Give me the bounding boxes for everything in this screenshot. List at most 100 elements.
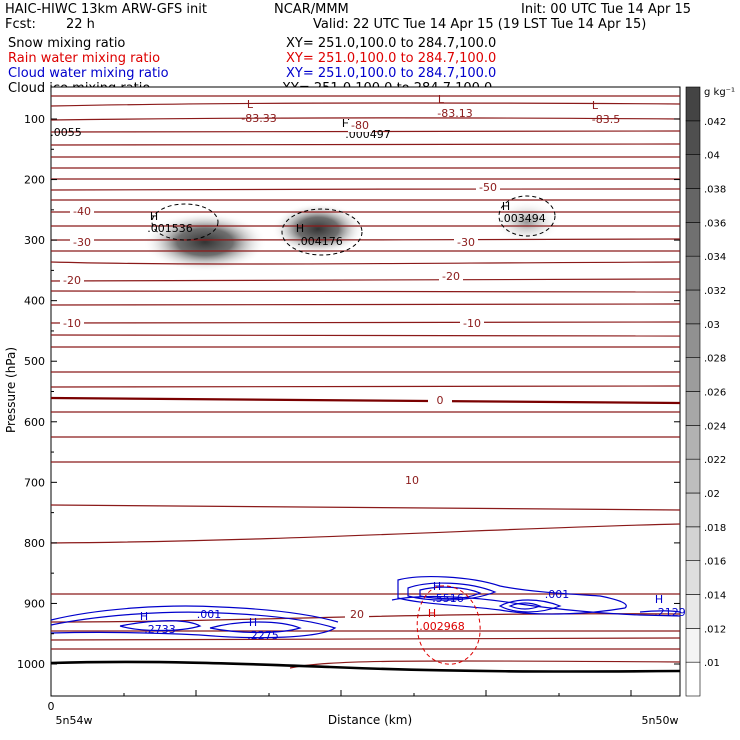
contour-label: 20 xyxy=(350,608,364,621)
cloud-water-contour-3 xyxy=(119,620,202,632)
contour-label-bg xyxy=(439,271,463,283)
marker-value: .2275 xyxy=(247,629,279,642)
y-tick-label: 100 xyxy=(24,113,45,126)
marker-value: .003494 xyxy=(500,212,546,225)
colorbar-swatch xyxy=(685,628,701,663)
cloud-water-contour-10 xyxy=(391,595,681,617)
colorbar-level-label: .018 xyxy=(704,523,726,534)
org-label: NCAR/MMM xyxy=(274,2,349,17)
marker-value: -83.33 xyxy=(241,112,276,125)
marker-letter: H xyxy=(150,210,158,223)
colorbar-level-label: .042 xyxy=(704,117,726,128)
colorbar-level-label: .036 xyxy=(704,218,726,229)
colorbar-level-label: .012 xyxy=(704,624,726,635)
y-tick-label: 700 xyxy=(24,476,45,489)
marker-value: .001 xyxy=(197,608,222,621)
snow-shade-3 xyxy=(493,200,561,244)
colorbar-swatch xyxy=(685,86,701,122)
snow-contour-1 xyxy=(151,203,219,241)
contour-label: -80 xyxy=(351,119,369,132)
plot-frame xyxy=(50,86,681,697)
snow-shade-2 xyxy=(272,203,364,255)
snow-contour-2 xyxy=(281,208,363,256)
contour-label: -30 xyxy=(73,236,91,249)
colorbar-swatch xyxy=(685,255,701,291)
y-tick-label: 400 xyxy=(24,295,45,308)
cloud-water-contour-4 xyxy=(209,621,302,634)
cloud-water-contour-5 xyxy=(397,576,627,615)
init-time: Init: 00 UTC Tue 14 Apr 15 xyxy=(521,2,692,17)
colorbar-swatch xyxy=(685,289,701,325)
freezing-level-contour xyxy=(50,396,681,405)
colorbar-swatch xyxy=(685,458,701,494)
colorbar-level-label: .026 xyxy=(704,388,726,399)
colorbar-swatch xyxy=(685,560,701,595)
marker-value: .5516 xyxy=(432,592,464,605)
marker-letter: H xyxy=(655,593,663,606)
colorbar-level-label: .024 xyxy=(704,421,726,432)
x-axis-title: Distance (km) xyxy=(328,713,412,727)
contour-label-layer: -80 -50 -40 -30 -30 -20 -20 -10 -10 0 10 20 xyxy=(60,119,500,621)
colorbar-swatch xyxy=(685,357,701,392)
contour-label: -10 xyxy=(63,317,81,330)
marker-value: .2129 xyxy=(654,606,686,619)
contour-label: 0 xyxy=(437,394,444,407)
colorbar-unit: g kg⁻¹ xyxy=(704,87,735,98)
colorbar-swatch xyxy=(685,222,701,257)
y-tick-label: 600 xyxy=(24,416,45,429)
colorbar-swatch xyxy=(685,154,701,189)
y-tick-label: 200 xyxy=(24,174,45,187)
colorbar-swatch xyxy=(685,425,701,460)
marker-letter: L xyxy=(438,93,445,106)
colorbar-level-label: .03 xyxy=(704,320,720,331)
y-tick-label: 300 xyxy=(24,234,45,247)
contour-label: 10 xyxy=(405,474,419,487)
contour-label-bg xyxy=(400,475,424,487)
snow-shade-1 xyxy=(143,212,267,272)
contour-label-bg xyxy=(460,318,484,330)
marker-letter: H xyxy=(428,607,436,620)
cloud-water-contour-11 xyxy=(639,610,681,613)
contour-label: -40 xyxy=(73,205,91,218)
cloud-water-contour-8 xyxy=(498,599,562,613)
marker-layer: L-83.33L-83.13L-83.5H.000497.0055H.00153… xyxy=(50,93,686,642)
x-end-label-left: 5n54w xyxy=(56,714,93,727)
y-tick-label: 900 xyxy=(24,597,45,610)
colorbar-swatch xyxy=(685,526,701,561)
colorbar-swatch xyxy=(685,120,701,155)
model-title: HAIC-HIWC 13km ARW-GFS init xyxy=(5,2,207,17)
colorbar-level-label: .038 xyxy=(704,185,726,196)
colorbar-swatch xyxy=(685,594,701,629)
marker-letter: H xyxy=(249,616,257,629)
colorbar-level-label: .04 xyxy=(704,151,720,162)
y-tick-label: 500 xyxy=(24,355,45,368)
marker-value: .2733 xyxy=(144,623,176,636)
contour-label-bg xyxy=(454,237,478,249)
colorbar-swatch xyxy=(685,391,701,426)
colorbar: .01 .012 .014 .016 .018 .02 .022 .024 .026 .028 .0… xyxy=(685,86,726,697)
snow-contour-3 xyxy=(498,195,556,237)
forecast-label: Fcst: xyxy=(5,17,36,32)
contour-label-bg xyxy=(60,318,84,330)
marker-letter: H xyxy=(342,117,350,130)
marker-value: .004176 xyxy=(297,235,343,248)
cloud-water-contour-2 xyxy=(50,605,339,623)
y-tick-label: 800 xyxy=(24,537,45,550)
marker-letter: H xyxy=(502,200,510,213)
contour-label-bg xyxy=(428,395,452,407)
marker-value: -83.5 xyxy=(592,113,620,126)
cloud-water-contour-6 xyxy=(407,582,497,601)
marker-letter: L xyxy=(247,98,254,111)
contour-label-bg xyxy=(70,237,94,249)
marker-letter: H xyxy=(140,610,148,623)
cloud-water-contour-1 xyxy=(50,611,337,639)
marker-value: .001 xyxy=(545,588,570,601)
x-tick-label: 0 xyxy=(48,700,55,713)
x-end-label-right: 5n50w xyxy=(642,714,679,727)
contour-label: -30 xyxy=(457,236,475,249)
legend-snow-xy: XY= 251.0,100.0 to 284.7,100.0 xyxy=(286,36,497,51)
legend-snow-name: Snow mixing ratio xyxy=(8,36,126,51)
marker-letter: H xyxy=(296,222,304,235)
